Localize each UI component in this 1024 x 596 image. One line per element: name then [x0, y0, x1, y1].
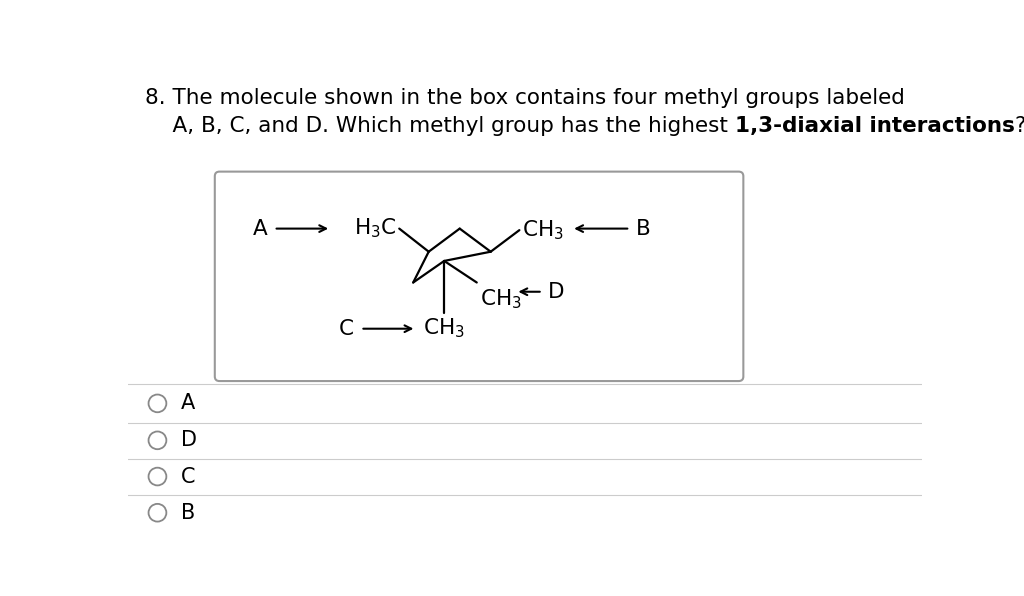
- Circle shape: [148, 432, 166, 449]
- Text: D: D: [548, 282, 564, 302]
- Text: A, B, C, and D. Which methyl group has the highest: A, B, C, and D. Which methyl group has t…: [145, 116, 735, 136]
- Text: $\mathregular{H_3C}$: $\mathregular{H_3C}$: [353, 217, 396, 240]
- Text: A: A: [252, 219, 267, 238]
- Text: C: C: [339, 319, 354, 339]
- Text: 8. The molecule shown in the box contains four methyl groups labeled: 8. The molecule shown in the box contain…: [145, 88, 905, 108]
- Text: 1,3-diaxial interactions: 1,3-diaxial interactions: [735, 116, 1015, 136]
- FancyBboxPatch shape: [215, 172, 743, 381]
- Circle shape: [148, 468, 166, 485]
- Text: ?: ?: [1015, 116, 1024, 136]
- Circle shape: [148, 395, 166, 412]
- Text: B: B: [636, 219, 650, 238]
- Text: $\mathregular{CH_3}$: $\mathregular{CH_3}$: [480, 287, 521, 311]
- Text: $\mathregular{CH_3}$: $\mathregular{CH_3}$: [423, 316, 465, 340]
- Text: A: A: [180, 393, 195, 414]
- Text: C: C: [180, 467, 196, 486]
- Text: B: B: [180, 503, 195, 523]
- Text: D: D: [180, 430, 197, 451]
- Text: $\mathregular{CH_3}$: $\mathregular{CH_3}$: [522, 218, 564, 242]
- Circle shape: [148, 504, 166, 522]
